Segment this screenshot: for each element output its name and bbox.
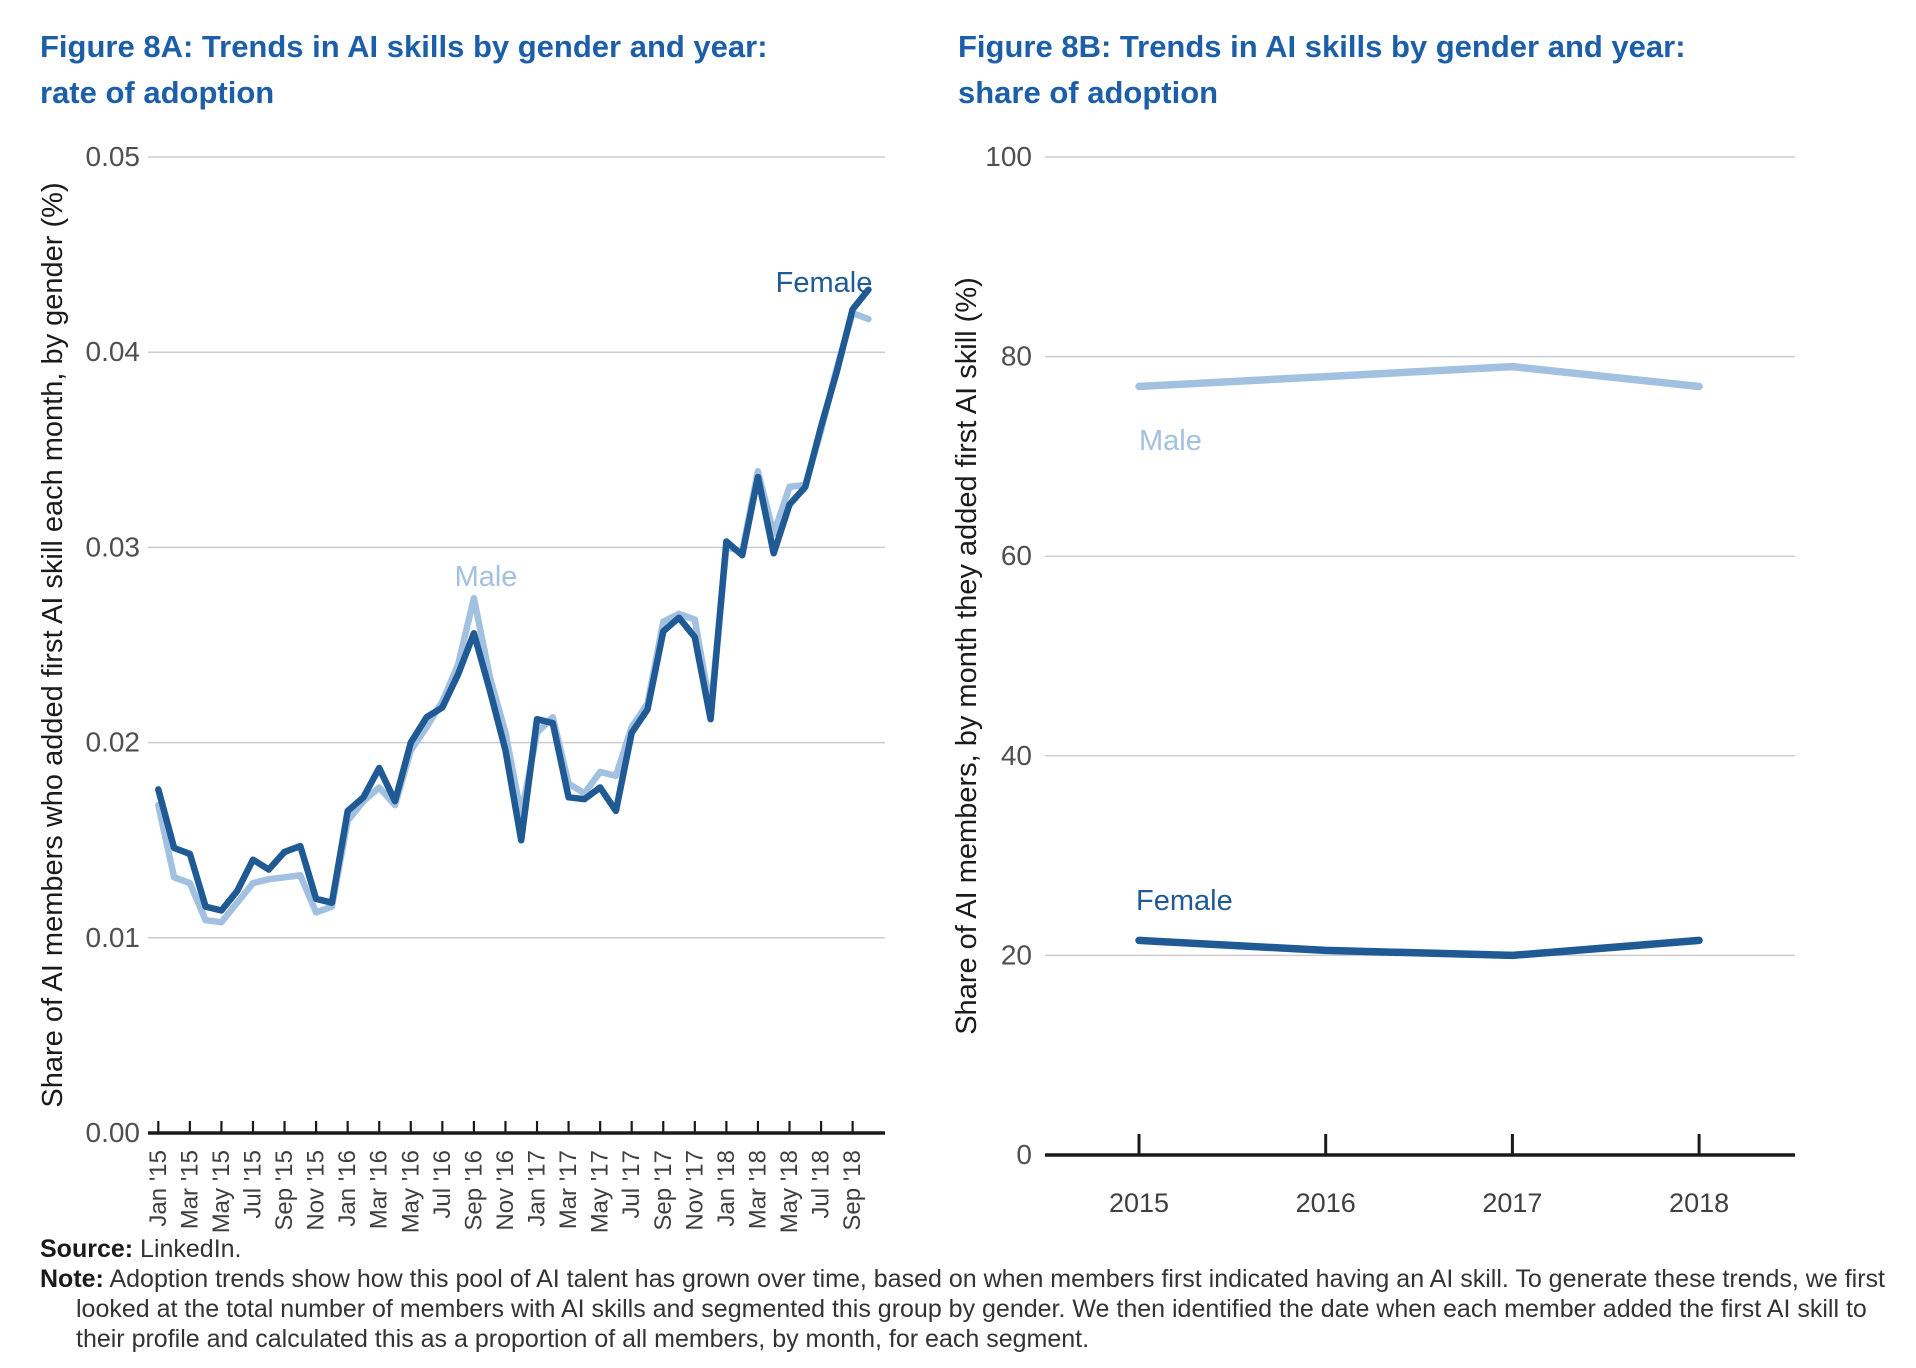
y-axis-title: Share of AI members who added first AI s… bbox=[37, 182, 69, 1107]
y-tick-label: 0.02 bbox=[86, 727, 141, 758]
figure-8b-title-line1: Figure 8B: Trends in AI skills by gender… bbox=[958, 29, 1686, 64]
y-tick-label: 0 bbox=[1016, 1139, 1032, 1170]
x-tick-label: Jan '16 bbox=[334, 1150, 361, 1227]
x-tick-label: Nov '15 bbox=[303, 1150, 330, 1231]
series-label-female: Female bbox=[776, 267, 873, 299]
x-tick-label: May '16 bbox=[397, 1150, 424, 1233]
y-tick-label: 0.03 bbox=[86, 531, 141, 562]
x-tick-label: 2018 bbox=[1669, 1188, 1729, 1218]
x-tick-label: Sep '18 bbox=[839, 1150, 866, 1231]
series-label-male: Male bbox=[455, 561, 518, 593]
x-tick-label: May '17 bbox=[587, 1150, 614, 1233]
y-tick-label: 20 bbox=[1001, 939, 1032, 970]
series-label-male: Male bbox=[1139, 425, 1202, 457]
x-tick-label: May '15 bbox=[208, 1150, 235, 1233]
series-line-female bbox=[155, 286, 872, 914]
x-tick-label: Nov '17 bbox=[681, 1150, 708, 1231]
y-tick-label: 80 bbox=[1001, 341, 1032, 372]
x-tick-label: 2016 bbox=[1296, 1188, 1356, 1218]
figure-footer: Source: LinkedIn. Note: Adoption trends … bbox=[40, 1234, 1885, 1354]
note-text: Adoption trends show how this pool of AI… bbox=[76, 1265, 1885, 1353]
series-line-male bbox=[155, 309, 872, 926]
y-tick-label: 0.05 bbox=[86, 141, 141, 172]
x-tick-label: Jan '17 bbox=[524, 1150, 551, 1227]
x-tick-label: Jan '18 bbox=[713, 1150, 740, 1227]
figure-8b-title-line2: share of adoption bbox=[958, 75, 1219, 110]
y-tick-label: 40 bbox=[1001, 740, 1032, 771]
note-label: Note: bbox=[40, 1265, 104, 1293]
x-tick-label: Mar '15 bbox=[176, 1150, 203, 1229]
x-tick-label: Nov '16 bbox=[492, 1150, 519, 1231]
x-tick-label: Sep '16 bbox=[460, 1150, 487, 1231]
series-label-female: Female bbox=[1136, 885, 1233, 917]
x-tick-label: Mar '18 bbox=[744, 1150, 771, 1229]
x-tick-label: 2015 bbox=[1109, 1188, 1169, 1218]
x-tick-label: Sep '15 bbox=[271, 1150, 298, 1231]
y-tick-label: 60 bbox=[1001, 540, 1032, 571]
source-line: Source: LinkedIn. bbox=[40, 1234, 1885, 1264]
x-tick-label: Jul '15 bbox=[239, 1150, 266, 1219]
x-tick-label: Jul '18 bbox=[808, 1150, 835, 1219]
y-tick-label: 0.00 bbox=[86, 1117, 141, 1148]
y-tick-label: 0.04 bbox=[86, 336, 141, 367]
figure-8a-title-line2: rate of adoption bbox=[40, 75, 275, 110]
source-text: LinkedIn. bbox=[133, 1235, 242, 1263]
series-line-female bbox=[1135, 936, 1703, 960]
x-tick-label: Jul '16 bbox=[429, 1150, 456, 1219]
figure-8a-title: Figure 8A: Trends in AI skills by gender… bbox=[40, 24, 900, 116]
note-line: Note: Adoption trends show how this pool… bbox=[40, 1264, 1885, 1354]
figure-8b-title: Figure 8B: Trends in AI skills by gender… bbox=[958, 24, 1858, 116]
y-tick-label: 0.01 bbox=[86, 922, 141, 953]
x-tick-label: May '18 bbox=[776, 1150, 803, 1233]
x-tick-label: Sep '17 bbox=[650, 1150, 677, 1231]
y-axis-title: Share of AI members, by month they added… bbox=[951, 277, 983, 1035]
x-tick-label: 2017 bbox=[1482, 1188, 1542, 1218]
series-line-male bbox=[1135, 362, 1703, 391]
source-label: Source: bbox=[40, 1235, 134, 1263]
x-tick-label: Jan '15 bbox=[145, 1150, 172, 1227]
x-tick-label: Jul '17 bbox=[618, 1150, 645, 1219]
y-tick-label: 100 bbox=[985, 141, 1032, 172]
x-tick-label: Mar '16 bbox=[366, 1150, 393, 1229]
x-tick-label: Mar '17 bbox=[555, 1150, 582, 1229]
figure-8a-title-line1: Figure 8A: Trends in AI skills by gender… bbox=[40, 29, 768, 64]
